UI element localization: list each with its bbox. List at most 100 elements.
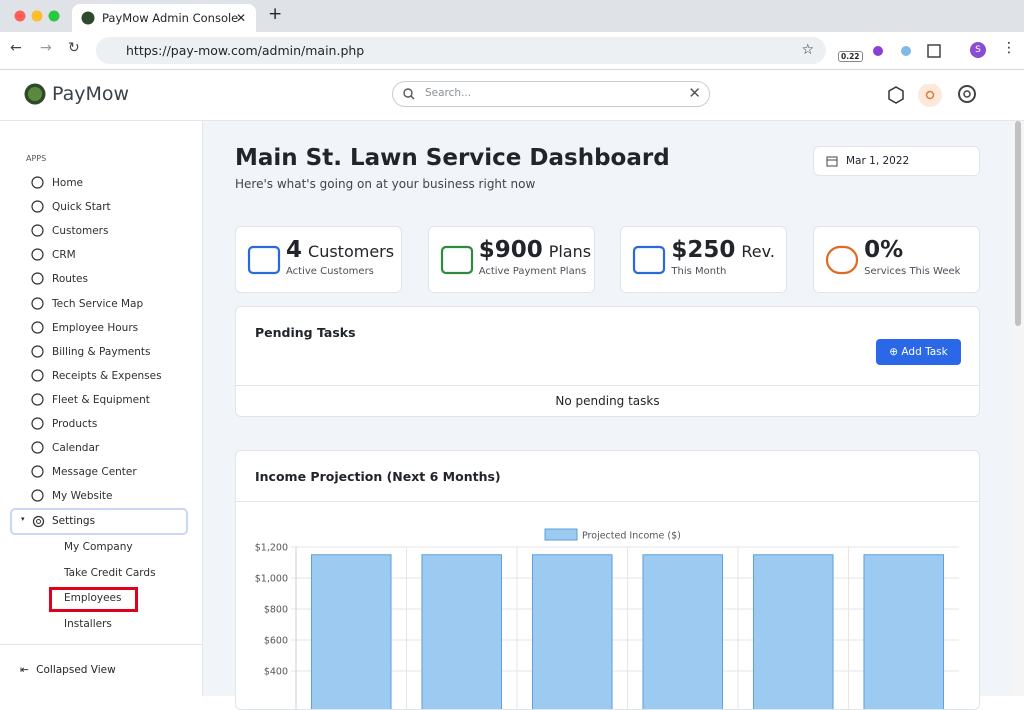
nav-item[interactable]: Products	[52, 418, 98, 430]
stat-number: $900	[478, 237, 543, 263]
stat-number: 4	[286, 237, 303, 263]
stat-card: $250 Rev. This Month	[620, 226, 788, 293]
y-tick-label: $1,000	[255, 574, 288, 585]
stat-value: 4 Customers	[286, 237, 394, 263]
bar	[310, 554, 392, 709]
bar	[863, 554, 945, 709]
main-content: Main St. Lawn Service Dashboard Here's w…	[203, 121, 1013, 710]
nav-icon	[31, 272, 44, 285]
y-tick-label: $1,200	[255, 543, 288, 554]
icon-shape	[31, 369, 44, 382]
stat-card: 0% Services This Week	[813, 226, 981, 293]
search-placeholder: Search...	[425, 87, 472, 99]
reload-button[interactable]: ↻	[68, 40, 80, 56]
browser-tab[interactable]: PayMow Admin Console ✕	[72, 4, 256, 32]
nav-icon	[31, 345, 44, 358]
tab-strip: PayMow Admin Console ✕ +	[0, 0, 1024, 32]
nav-item[interactable]: Tech Service Map	[52, 297, 144, 310]
nav-item[interactable]: Message Center	[52, 466, 137, 479]
extension-icons	[873, 44, 941, 58]
nav-icon	[31, 200, 44, 213]
icon-shape	[31, 441, 44, 454]
window-controls	[14, 10, 60, 22]
browser-menu[interactable]: ⋮	[1002, 40, 1016, 56]
stat-unit: Plans	[548, 242, 592, 261]
nav-icon	[31, 369, 44, 382]
nav-icon	[31, 465, 44, 478]
stat-label: Services This Week	[864, 266, 961, 277]
nav-item[interactable]: Routes	[52, 273, 88, 286]
icon-shape	[31, 248, 44, 261]
nav-item[interactable]: My Website	[52, 490, 113, 503]
date-picker[interactable]: Mar 1, 2022	[813, 146, 980, 176]
nav-icon	[31, 248, 44, 261]
add-task-button[interactable]: ⊕ Add Task	[876, 339, 961, 365]
sub-nav-item[interactable]: Installers	[64, 618, 112, 630]
icon-shape	[31, 393, 44, 406]
nav-item[interactable]: Customers	[52, 225, 109, 238]
brand: PayMow	[52, 83, 130, 105]
icon-shape	[440, 245, 473, 275]
collapse-label: Collapsed View	[36, 664, 116, 676]
sub-nav-item[interactable]: My Company	[64, 541, 133, 553]
page-title: Main St. Lawn Service Dashboard	[235, 145, 670, 171]
stat-card: 4 Customers Active Customers	[235, 226, 402, 293]
scrollbar	[1013, 121, 1024, 696]
collapse-button[interactable]: ⇤ Collapsed View	[20, 664, 116, 676]
stat-label: Active Payment Plans	[478, 266, 587, 277]
icon-shape	[31, 417, 44, 430]
stat-value: 0%	[864, 237, 903, 263]
nav-item[interactable]: Home	[52, 177, 84, 189]
sub-nav-item[interactable]: Take Credit Cards	[64, 567, 156, 579]
extension-badge[interactable]: 0.22	[838, 51, 863, 62]
nav-item[interactable]: Receipts & Expenses	[52, 369, 162, 382]
icon-shape	[31, 320, 44, 334]
nav-icon	[31, 224, 44, 237]
icon-shape	[31, 200, 44, 213]
stat-unit: Customers	[308, 242, 395, 261]
bar	[642, 554, 724, 709]
y-tick-label: $600	[264, 636, 288, 647]
address-bar: ← → ↻ https://pay-mow.com/admin/main.php…	[0, 32, 1024, 70]
nav-item[interactable]: Fleet & Equipment	[52, 393, 150, 406]
sub-nav-item[interactable]: Employees	[64, 592, 122, 604]
settings-item[interactable]: ▾ Settings	[10, 508, 188, 535]
stat-card: $900 Plans Active Payment Plans	[427, 226, 595, 293]
legend-swatch	[544, 528, 578, 541]
nav-item[interactable]: Calendar	[52, 442, 100, 455]
header-icons[interactable]	[885, 84, 980, 108]
nav-item[interactable]: Employee Hours	[52, 321, 139, 334]
forward-button[interactable]: →	[40, 40, 52, 56]
nav-icon	[31, 296, 44, 310]
nav-item[interactable]: Billing & Payments	[52, 345, 151, 358]
legend-label: Projected Income ($)	[582, 531, 681, 542]
date-text: Mar 1, 2022	[846, 155, 910, 167]
highlight-box	[49, 587, 138, 612]
icon-shape	[247, 245, 281, 275]
icon-shape	[633, 245, 666, 275]
stat-icon	[825, 245, 859, 275]
search-box[interactable]: Search... ✕	[392, 81, 710, 107]
bar	[752, 554, 834, 709]
stat-label: This Month	[671, 266, 727, 277]
y-tick-label: $800	[264, 605, 288, 616]
new-tab[interactable]: +	[268, 4, 283, 24]
nav-item[interactable]: Quick Start	[52, 201, 111, 214]
nav-item[interactable]: CRM	[52, 249, 76, 262]
profile-avatar[interactable]: S	[970, 42, 986, 58]
bar	[421, 554, 503, 709]
tasks-empty: No pending tasks	[555, 394, 660, 408]
tasks-title: Pending Tasks	[255, 325, 356, 340]
url-field[interactable]: https://pay-mow.com/admin/main.php ☆	[96, 37, 826, 64]
stat-icon	[633, 245, 666, 275]
icon-shape	[31, 176, 44, 189]
app-header: PayMow Search... ✕	[0, 70, 1024, 121]
stat-unit: Rev.	[741, 242, 775, 261]
bar	[531, 554, 613, 709]
logo	[24, 83, 46, 105]
stat-value: $900 Plans	[479, 237, 591, 263]
url-text: https://pay-mow.com/admin/main.php	[126, 43, 365, 58]
nav-icon	[31, 417, 44, 430]
back-button[interactable]: ←	[10, 40, 22, 56]
